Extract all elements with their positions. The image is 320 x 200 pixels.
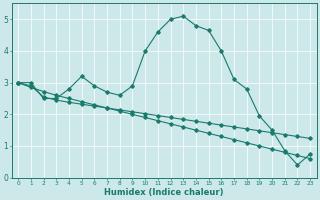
X-axis label: Humidex (Indice chaleur): Humidex (Indice chaleur) [104, 188, 224, 197]
